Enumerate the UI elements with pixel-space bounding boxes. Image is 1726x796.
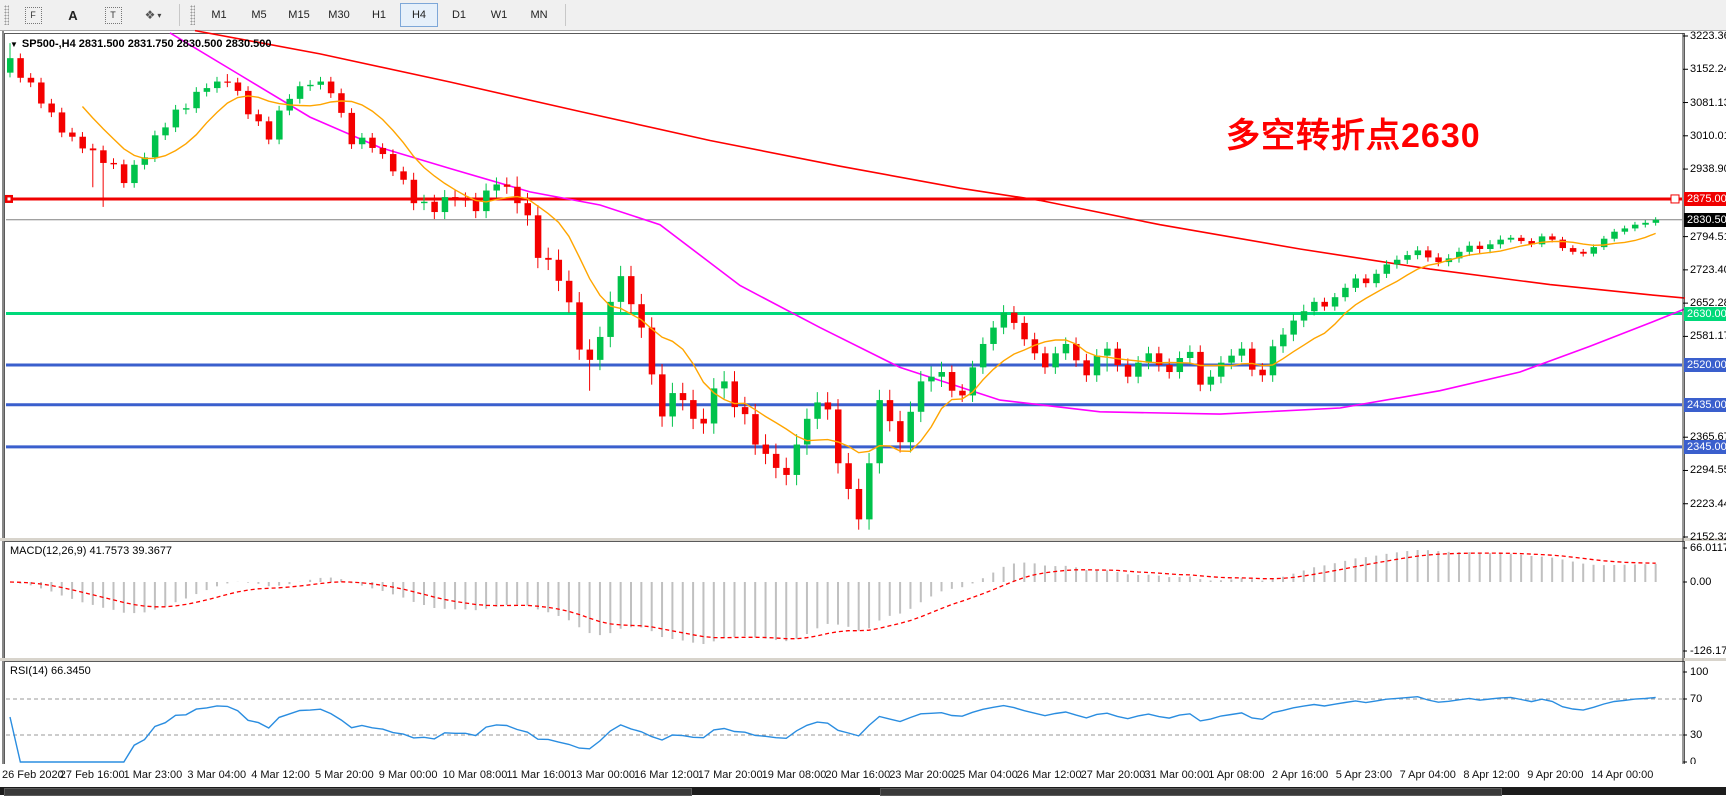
time-axis-label: 17 Mar 20:00 bbox=[697, 769, 763, 781]
bottom-bar bbox=[0, 787, 1726, 796]
time-axis[interactable]: 26 Feb 2020 27 Feb 16:00 1 Mar 23:00 3 Mar … bbox=[0, 764, 1726, 787]
text-box-icon: T bbox=[104, 6, 122, 24]
rsi-axis-label: 100 bbox=[1690, 666, 1709, 678]
rsi-axis-label: 0 bbox=[1690, 756, 1697, 768]
time-axis-label: 8 Apr 12:00 bbox=[1463, 769, 1520, 781]
price-axis-label: 3010.015 bbox=[1690, 129, 1726, 142]
time-axis-label: 11 Mar 16:00 bbox=[506, 769, 571, 781]
macd-label: MACD(12,26,9) 41.7573 39.3677 bbox=[10, 545, 173, 557]
price-axis-label: 2294.555 bbox=[1690, 464, 1726, 477]
toolbar: F A T ❖ ▾ M1 M5 M15 M30 H1 H4 D1 W1 MN bbox=[0, 0, 1726, 31]
macd-pane[interactable] bbox=[4, 541, 1685, 660]
chevron-down-icon[interactable]: ▼ bbox=[10, 40, 18, 49]
time-axis-label: 26 Feb 2020 bbox=[2, 769, 64, 781]
time-axis-label: 1 Apr 08:00 bbox=[1208, 769, 1265, 781]
text-box-button[interactable]: T bbox=[94, 3, 132, 27]
timeframe-button-m15[interactable]: M15 bbox=[288, 9, 310, 21]
timeframe-button-m1[interactable]: M1 bbox=[211, 9, 227, 21]
annotation-text[interactable]: 多空转折点2630 bbox=[1226, 117, 1481, 155]
price-axis-label: 3081.130 bbox=[1690, 96, 1726, 109]
timeframe-button-h1[interactable]: H1 bbox=[371, 9, 387, 21]
time-axis-label: 27 Feb 16:00 bbox=[59, 769, 125, 781]
macd-axis-label: 0.00 bbox=[1690, 576, 1712, 588]
symbol-ohlc-label[interactable]: ▼ SP500-,H4 2831.500 2831.750 2830.500 28… bbox=[10, 38, 271, 50]
indicator-grid-button[interactable]: F bbox=[14, 3, 52, 27]
macd-axis-label: -126.173 bbox=[1690, 645, 1726, 657]
price-tag-2435.000[interactable]: 2435.000 bbox=[1684, 397, 1726, 412]
time-axis-label: 16 Mar 12:00 bbox=[634, 769, 699, 781]
objects-button[interactable]: ❖ ▾ bbox=[134, 3, 172, 27]
toolbar-grip-2[interactable] bbox=[190, 5, 195, 25]
time-axis-label: 19 Mar 08:00 bbox=[761, 769, 827, 781]
time-axis-label: 7 Apr 04:00 bbox=[1399, 769, 1456, 781]
time-axis-label: 9 Mar 00:00 bbox=[378, 769, 438, 781]
pane-splitter-1[interactable] bbox=[0, 538, 1726, 541]
toolbar-grip[interactable] bbox=[4, 5, 9, 25]
price-axis-label: 2794.515 bbox=[1690, 230, 1726, 243]
objects-icon: ❖ bbox=[144, 8, 156, 22]
rsi-pane[interactable] bbox=[4, 661, 1685, 766]
time-axis-label: 20 Mar 16:00 bbox=[825, 769, 891, 781]
timeframe-button-m5[interactable]: M5 bbox=[251, 9, 267, 21]
price-axis-label: 2152.325 bbox=[1690, 531, 1726, 543]
time-axis-label: 5 Mar 20:00 bbox=[315, 769, 374, 781]
price-axis-label: 3152.245 bbox=[1690, 63, 1726, 76]
time-axis-label: 2 Apr 16:00 bbox=[1272, 769, 1329, 781]
time-axis-label: 25 Mar 04:00 bbox=[953, 769, 1018, 781]
timeframe-button-d1[interactable]: D1 bbox=[451, 9, 467, 21]
toolbar-separator bbox=[179, 4, 180, 26]
price-axis-label: 2938.900 bbox=[1690, 163, 1726, 176]
rsi-label: RSI(14) 66.3450 bbox=[10, 665, 91, 677]
time-axis-label: 27 Mar 20:00 bbox=[1080, 769, 1146, 781]
indicator-grid-icon: F bbox=[24, 6, 42, 24]
timeframe-button-h4[interactable]: H4 bbox=[400, 3, 438, 27]
time-axis-label: 4 Mar 12:00 bbox=[251, 769, 310, 781]
price-tag-2345.000[interactable]: 2345.000 bbox=[1684, 439, 1726, 454]
time-axis-label: 14 Apr 00:00 bbox=[1591, 769, 1654, 781]
timeframe-button-w1[interactable]: W1 bbox=[490, 9, 508, 21]
time-axis-label: 3 Mar 04:00 bbox=[187, 769, 247, 781]
time-axis-label: 5 Apr 23:00 bbox=[1335, 769, 1393, 781]
rsi-axis-label: 30 bbox=[1690, 729, 1703, 741]
time-axis-label: 31 Mar 00:00 bbox=[1144, 769, 1210, 781]
text-label-icon: A bbox=[68, 7, 78, 23]
time-axis-label: 23 Mar 20:00 bbox=[889, 769, 955, 781]
price-tag-2630.000[interactable]: 2630.000 bbox=[1684, 306, 1726, 321]
time-axis-label: 1 Mar 23:00 bbox=[123, 769, 183, 781]
toolbar-separator-2 bbox=[565, 4, 566, 26]
price-axis-label: 3223.360 bbox=[1690, 30, 1726, 42]
pane-splitter-2[interactable] bbox=[0, 658, 1726, 661]
time-axis-label: 13 Mar 00:00 bbox=[570, 769, 636, 781]
objects-dropdown-icon[interactable]: ▾ bbox=[157, 10, 162, 20]
price-tag-2830.500[interactable]: 2830.500 bbox=[1684, 212, 1726, 227]
price-tag-2875.000[interactable]: 2875.000 bbox=[1684, 191, 1726, 206]
time-axis-label: 9 Apr 20:00 bbox=[1527, 769, 1584, 781]
timeframe-button-m30[interactable]: M30 bbox=[328, 9, 350, 21]
timeframe-button-mn[interactable]: MN bbox=[530, 9, 548, 21]
price-axis-label: 2223.440 bbox=[1690, 497, 1726, 510]
macd-axis-label: 66.0117 bbox=[1690, 542, 1726, 554]
price-axis-label: 2723.400 bbox=[1690, 263, 1726, 276]
price-axis-label: 2652.285 bbox=[1690, 297, 1726, 310]
time-axis-label: 26 Mar 12:00 bbox=[1016, 769, 1082, 781]
price-axis-label: 2581.170 bbox=[1690, 330, 1726, 343]
text-label-button[interactable]: A bbox=[54, 3, 92, 27]
rsi-axis-label: 70 bbox=[1690, 693, 1703, 705]
time-axis-label: 10 Mar 08:00 bbox=[442, 769, 508, 781]
price-tag-2520.000[interactable]: 2520.000 bbox=[1684, 358, 1726, 372]
symbol-ohlc-text: SP500-,H4 2831.500 2831.750 2830.500 283… bbox=[21, 38, 272, 50]
